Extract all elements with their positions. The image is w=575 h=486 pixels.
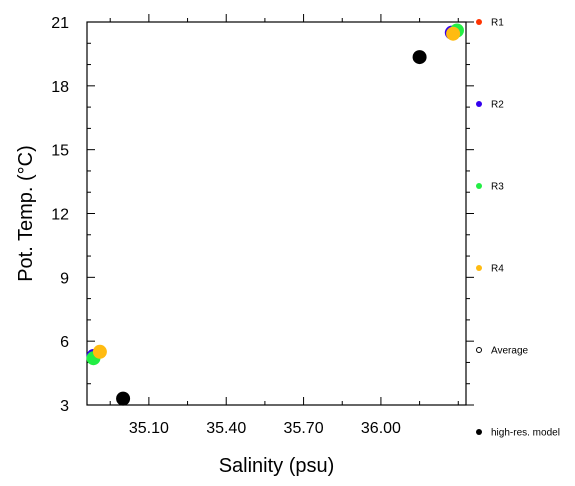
legend-label: high-res. model	[491, 428, 560, 439]
y-tick-label: 15	[51, 143, 69, 160]
y-tick-label: 21	[51, 15, 69, 32]
legend-marker	[476, 347, 482, 353]
y-tick-label: 12	[51, 207, 69, 224]
plot-frame	[86, 21, 467, 406]
legend-marker	[476, 183, 482, 189]
x-tick-label: 35.70	[284, 420, 324, 437]
legend-marker	[476, 429, 482, 435]
legend-marker	[476, 265, 482, 271]
x-tick-label: 35.10	[129, 420, 169, 437]
data-point	[446, 26, 461, 41]
legend-label: R3	[491, 182, 504, 193]
y-tick-label: 18	[51, 79, 69, 96]
y-tick-label: 3	[60, 398, 69, 415]
y-axis-title: Pot. Temp. (°C)	[15, 145, 37, 282]
legend-marker	[476, 19, 482, 25]
legend-label: R2	[491, 100, 504, 111]
y-tick-label: 6	[60, 334, 69, 351]
x-tick-label: 35.40	[206, 420, 246, 437]
legend-label: R4	[491, 264, 504, 275]
data-point	[92, 344, 107, 359]
y-tick-label: 9	[60, 270, 69, 287]
x-axis-title: Salinity (psu)	[219, 455, 335, 477]
legend-marker	[476, 101, 482, 107]
legend-label: R1	[491, 18, 504, 29]
data-point	[412, 50, 427, 65]
data-point	[116, 391, 131, 406]
legend-label: Average	[491, 346, 529, 357]
x-tick-label: 36.00	[361, 420, 401, 437]
